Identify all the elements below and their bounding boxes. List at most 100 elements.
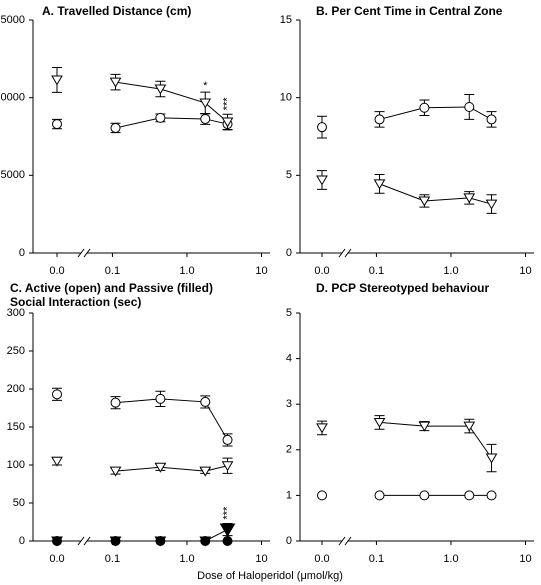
x-tick-label: 1.0 (179, 265, 194, 277)
axis-break (338, 248, 346, 258)
marker (464, 490, 475, 501)
y-tick-label: 50 (13, 497, 25, 509)
axis-break (77, 248, 85, 258)
marker (155, 112, 166, 123)
y-tick-label: 4 (286, 353, 292, 365)
x-tick-label: 1.0 (443, 265, 458, 277)
x-tick-label: 1.0 (179, 553, 194, 565)
axis-break (77, 536, 85, 546)
chart-title: D. PCP Stereotyped behaviour (316, 281, 489, 295)
annotation: * (203, 80, 208, 92)
y-tick-label: 10 (280, 92, 292, 104)
y-tick-label: 5 (286, 307, 292, 319)
marker (155, 393, 166, 404)
x-tick-label: 10 (519, 265, 531, 277)
marker (317, 122, 327, 133)
marker (317, 490, 327, 501)
y-tick-label: 15 (280, 14, 292, 26)
marker (109, 466, 122, 477)
marker (419, 490, 430, 501)
x-tick-label: 0.1 (369, 265, 384, 277)
marker (110, 397, 121, 408)
annotation: *** (221, 506, 233, 520)
x-tick-label: 0.0 (49, 553, 64, 565)
y-tick-label: 3 (286, 398, 292, 410)
series-line (379, 183, 492, 205)
y-tick-label: 250 (7, 345, 25, 357)
marker (463, 421, 476, 432)
marker (316, 423, 328, 434)
marker (418, 421, 431, 432)
marker (486, 114, 497, 125)
marker (485, 199, 498, 210)
marker (221, 117, 234, 128)
y-tick-label: 150 (7, 421, 25, 433)
marker (154, 536, 167, 547)
series-line (115, 465, 228, 472)
marker (222, 434, 233, 445)
x-tick-label: 0.0 (314, 265, 329, 277)
marker (109, 77, 122, 88)
x-tick-label: 0.1 (105, 553, 120, 565)
marker (485, 453, 498, 464)
marker (464, 101, 475, 112)
marker (222, 536, 233, 546)
y-tick-label: 5 (286, 169, 292, 181)
x-tick-label: 0.1 (105, 265, 120, 277)
marker (200, 396, 211, 407)
y-tick-label: 200 (7, 383, 25, 395)
y-tick-label: 0 (19, 535, 25, 547)
x-tick-label: 10 (519, 553, 531, 565)
y-tick-label: 0 (19, 247, 25, 259)
annotation: *** (221, 97, 233, 111)
axis-break (344, 536, 352, 546)
marker (51, 456, 63, 467)
y-tick-label: 10000 (0, 92, 25, 104)
y-tick-label: 15000 (0, 14, 25, 26)
series-line (379, 106, 492, 120)
x-tick-label: 0.1 (369, 553, 384, 565)
marker (51, 75, 63, 86)
x-tick-label: 10 (255, 265, 267, 277)
marker (374, 490, 385, 501)
marker (486, 490, 497, 501)
series-line (115, 81, 228, 123)
x-axis-label: Dose of Haloperidol (μmol/kg) (197, 570, 343, 582)
axis-break (338, 536, 346, 546)
marker (154, 84, 167, 95)
series-line (115, 398, 228, 441)
series-line (379, 421, 492, 459)
y-tick-label: 2 (286, 444, 292, 456)
axis-break (83, 248, 91, 258)
marker (200, 113, 211, 124)
marker (109, 536, 122, 547)
marker (219, 523, 236, 537)
y-tick-label: 1 (286, 489, 292, 501)
x-tick-label: 1.0 (443, 553, 458, 565)
marker (463, 193, 476, 204)
marker (51, 536, 63, 547)
series-line (115, 117, 228, 129)
y-tick-label: 5000 (1, 169, 25, 181)
marker (373, 417, 386, 428)
marker (418, 196, 431, 207)
chart-title: B. Per Cent Time in Central Zone (316, 4, 503, 18)
x-tick-label: 0.0 (314, 553, 329, 565)
y-tick-label: 0 (286, 247, 292, 259)
y-tick-label: 100 (7, 459, 25, 471)
marker (199, 98, 212, 109)
marker (110, 122, 121, 133)
series-line (115, 529, 228, 542)
marker (199, 466, 212, 477)
marker (419, 102, 430, 113)
axis-break (83, 536, 91, 546)
marker (154, 462, 167, 473)
chart-title: C. Active (open) and Passive (filled) (10, 281, 213, 295)
marker (221, 461, 234, 472)
marker (316, 175, 328, 186)
axis-break (344, 248, 352, 258)
chart-title: Social Interaction (sec) (10, 295, 141, 309)
y-tick-label: 300 (7, 307, 25, 319)
marker (52, 389, 62, 400)
